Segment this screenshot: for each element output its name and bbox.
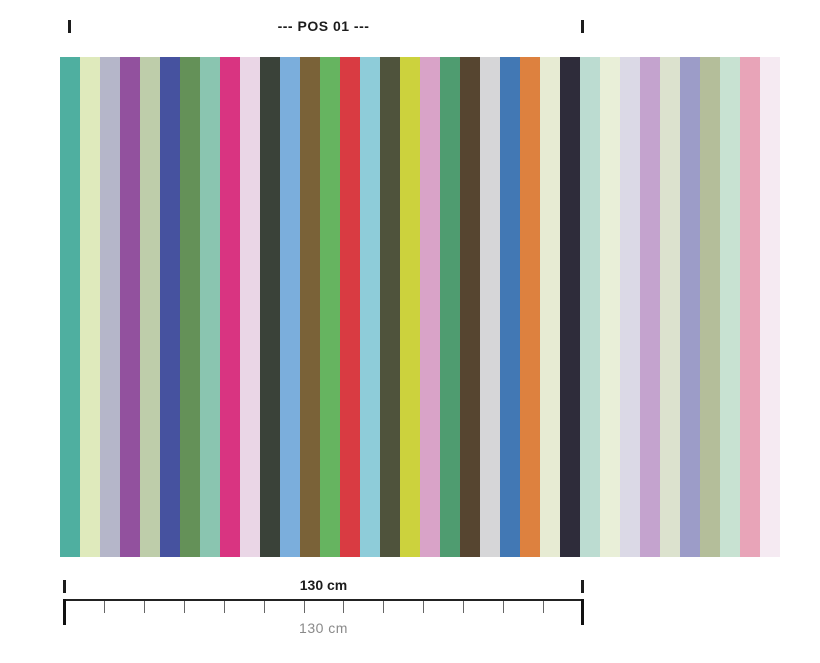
stripe — [340, 57, 360, 557]
ruler-end-left — [63, 599, 66, 625]
stripe — [680, 57, 700, 557]
ruler-tick — [463, 601, 465, 613]
stripe — [120, 57, 140, 557]
registration-tick-left — [68, 20, 71, 33]
ruler-bar — [63, 599, 584, 625]
stripe — [200, 57, 220, 557]
stripe — [160, 57, 180, 557]
stripe — [60, 57, 80, 557]
width-label: 130 cm — [299, 577, 348, 593]
stripe — [360, 57, 380, 557]
stripe — [500, 57, 520, 557]
ruler-tick — [303, 601, 305, 613]
ruler-tick — [423, 601, 425, 613]
stripe — [700, 57, 720, 557]
ruler-tick — [543, 601, 545, 613]
stripe — [320, 57, 340, 557]
ruler-tick — [143, 601, 145, 613]
ruler-caption: 130 cm — [299, 620, 348, 636]
stripe — [140, 57, 160, 557]
stripe — [720, 57, 740, 557]
stripe — [580, 57, 600, 557]
ruler-tick — [103, 601, 105, 613]
stripe — [420, 57, 440, 557]
stripe — [180, 57, 200, 557]
stripe — [400, 57, 420, 557]
registration-tick-right — [581, 20, 584, 33]
ruler-registration-tick-right — [581, 580, 584, 593]
stripe — [220, 57, 240, 557]
ruler-tick — [263, 601, 265, 613]
ruler-tick — [343, 601, 345, 613]
stripe — [620, 57, 640, 557]
stripe — [540, 57, 560, 557]
stripe — [640, 57, 660, 557]
stripe — [460, 57, 480, 557]
pos-title: --- POS 01 --- — [277, 18, 370, 34]
ruler-tick — [383, 601, 385, 613]
ruler-tick — [503, 601, 505, 613]
stripe — [80, 57, 100, 557]
stripe — [240, 57, 260, 557]
ruler-registration-tick-left — [63, 580, 66, 593]
stripe — [380, 57, 400, 557]
stripe — [660, 57, 680, 557]
ruler-tick — [183, 601, 185, 613]
ruler-tick — [223, 601, 225, 613]
stripe — [440, 57, 460, 557]
stripe — [480, 57, 500, 557]
stripe — [100, 57, 120, 557]
stripe — [760, 57, 780, 557]
bottom-label-row: 130 cm — [63, 577, 584, 595]
top-registration-row: --- POS 01 --- — [64, 18, 584, 36]
ruler-end-right — [581, 599, 584, 625]
stripe — [600, 57, 620, 557]
stripe — [560, 57, 580, 557]
stripe — [520, 57, 540, 557]
stripe — [740, 57, 760, 557]
stripe — [300, 57, 320, 557]
stripe-block — [60, 57, 780, 557]
stripe — [280, 57, 300, 557]
stripe — [260, 57, 280, 557]
